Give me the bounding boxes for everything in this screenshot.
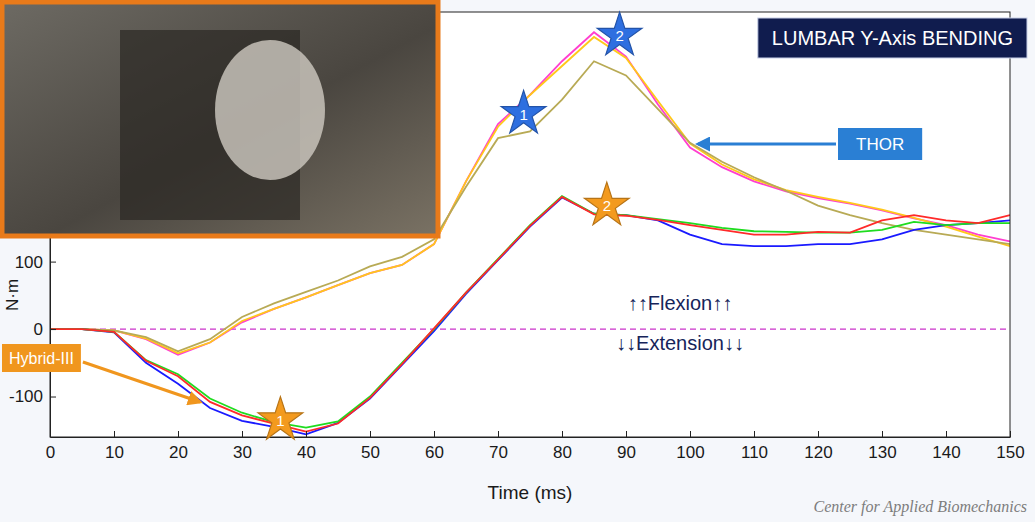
tick-label: 60 [425, 443, 444, 462]
tick-label: 20 [169, 443, 188, 462]
tick-mark [114, 431, 115, 437]
tick: 10 [105, 431, 124, 462]
tick-label: 100 [676, 443, 704, 462]
tick-label: 100 [15, 253, 43, 272]
callout: 1 [501, 90, 546, 133]
photo-inset [2, 2, 438, 236]
annotation: Hybrid-III [9, 350, 74, 367]
tick-mark [50, 262, 56, 263]
tick-label: 70 [489, 443, 508, 462]
tick-mark [562, 431, 563, 437]
tick-mark [626, 431, 627, 437]
tick-label: 110 [741, 443, 768, 462]
tick: 90 [617, 431, 636, 462]
tick-label: 130 [868, 443, 896, 462]
tick-mark [306, 431, 307, 437]
source-note: Center for Applied Biomechanics [814, 498, 1027, 516]
tick: 30 [233, 431, 252, 462]
tick-mark [690, 431, 691, 437]
tick-label: 120 [804, 443, 832, 462]
tick: 50 [361, 431, 380, 462]
callout: 2 [597, 12, 642, 55]
chart-title: LUMBAR Y-Axis BENDING [772, 27, 1013, 49]
annotation-background [838, 128, 922, 160]
x-axis: 0 10 20 30 40 50 60 70 80 90 100 110 120 130 140 150 [46, 431, 1025, 462]
tick: 140 [932, 431, 960, 462]
title-background [758, 18, 1027, 58]
tick-mark [882, 431, 883, 437]
tick-mark [50, 329, 56, 330]
tick: 110 [741, 431, 768, 462]
y-axis-title: N·m [3, 279, 22, 311]
annotation: ↑↑Flexion↑↑ [628, 292, 732, 314]
tick: 120 [804, 431, 832, 462]
callout-label: 2 [615, 27, 623, 44]
title-box: LUMBAR Y-Axis BENDING [758, 18, 1027, 58]
tick: 100 [676, 431, 704, 462]
tick-label: 150 [996, 443, 1024, 462]
tick-label: 30 [233, 443, 252, 462]
callout-label: 1 [519, 106, 527, 123]
reference-line [50, 328, 1010, 329]
callout-marker [501, 90, 546, 133]
tick: -100 [9, 387, 56, 406]
callout-marker [584, 182, 629, 225]
tick: 80 [553, 431, 572, 462]
callout-marker [597, 12, 642, 55]
callout-label: 2 [603, 197, 611, 214]
annotation-background [2, 344, 81, 372]
tick-mark [754, 431, 755, 437]
annotation-box: Hybrid-III [2, 344, 81, 372]
annotation: ↓↓Extension↓↓ [616, 332, 744, 354]
photo-dummy [215, 40, 325, 180]
tick-label: 140 [932, 443, 960, 462]
tick-mark [818, 431, 819, 437]
tick: 0 [34, 320, 56, 339]
tick-label: 80 [553, 443, 572, 462]
tick-label: 40 [297, 443, 316, 462]
background [0, 0, 1035, 522]
annotation-arrow [698, 143, 836, 146]
annotation: THOR [856, 135, 904, 154]
photo-frame [2, 2, 438, 236]
tick-mark [178, 431, 179, 437]
annotation-box: THOR [838, 128, 922, 160]
callout-label: 1 [276, 412, 284, 429]
tick-mark [434, 431, 435, 437]
tick: 60 [425, 431, 444, 462]
tick-label: -100 [9, 387, 43, 406]
tick-mark [370, 431, 371, 437]
tick-mark [242, 431, 243, 437]
callout: 1 [258, 397, 303, 440]
tick-label: 50 [361, 443, 380, 462]
chart-svg: 0102030405060708090100110120130140150-10… [0, 0, 1035, 522]
tick-label: 0 [34, 320, 43, 339]
tick-label: 0 [46, 443, 55, 462]
annotation-arrow [83, 362, 200, 402]
callout-marker [258, 397, 303, 440]
x-axis-title: Time (ms) [488, 482, 573, 503]
chart-container: 0102030405060708090100110120130140150-10… [0, 0, 1035, 522]
tick: 70 [489, 431, 508, 462]
tick-mark [946, 431, 947, 437]
callout: 2 [584, 182, 629, 225]
tick-mark [50, 397, 56, 398]
tick-mark [498, 431, 499, 437]
tick: 20 [169, 431, 188, 462]
tick: 40 [297, 431, 316, 462]
tick-label: 90 [617, 443, 636, 462]
tick-label: 10 [105, 443, 124, 462]
tick: 130 [868, 431, 896, 462]
